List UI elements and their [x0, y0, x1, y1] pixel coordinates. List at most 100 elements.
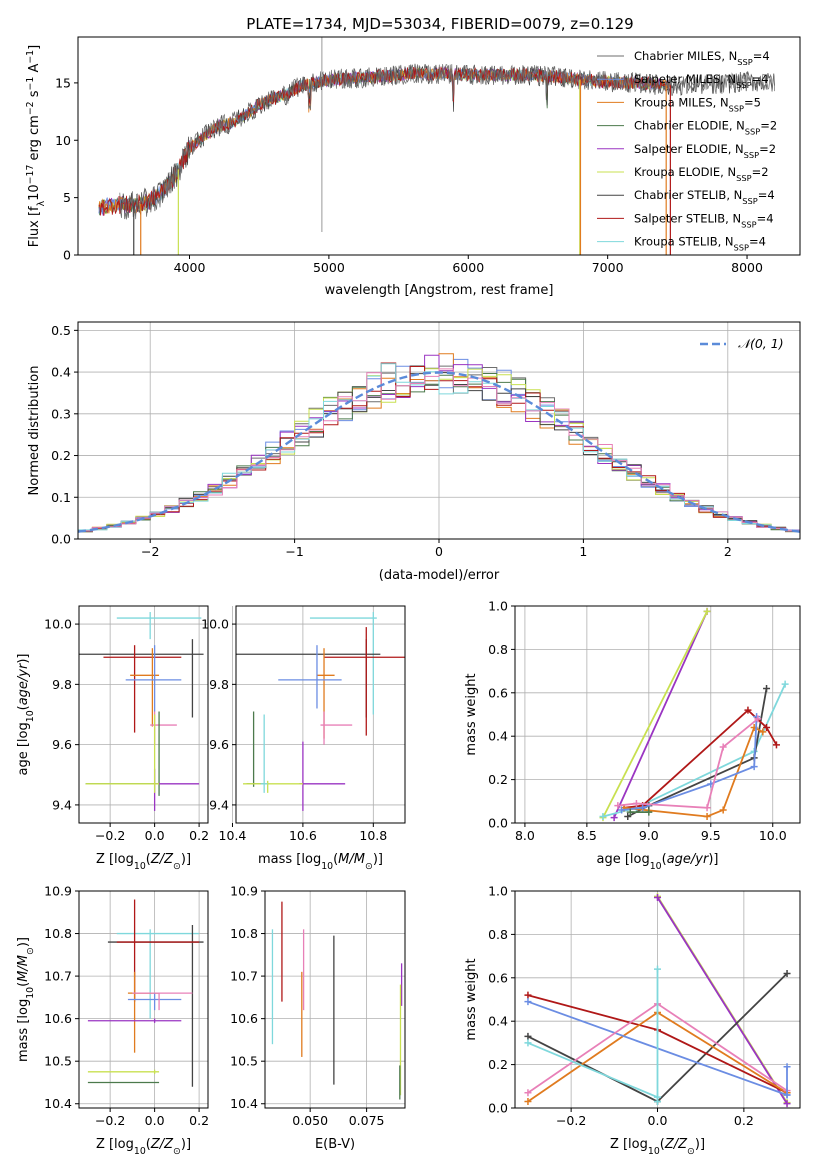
x-tick-label: 7000 — [592, 260, 624, 275]
weight-line — [602, 683, 786, 818]
label-part: Chabrier STELIB, N — [634, 188, 742, 202]
label-part: 10 — [25, 987, 36, 999]
histogram-step — [78, 363, 800, 534]
label-part: Kroupa ELODIE, N — [634, 165, 736, 179]
label-part: SSP — [737, 57, 752, 67]
label-part: =2 — [760, 119, 777, 133]
label-part: Z/Z — [664, 1137, 688, 1152]
spectrum-series — [98, 66, 671, 216]
x-tick-label: 8.0 — [515, 828, 535, 843]
weight-line — [656, 897, 788, 1105]
label-part: ( — [16, 705, 31, 710]
spectrum-series — [98, 67, 671, 215]
plus-marker — [624, 812, 632, 820]
label-part: λ — [36, 200, 47, 206]
legend-label: Chabrier ELODIE, NSSP=2 — [634, 119, 777, 137]
x-tick-label: 10.6 — [289, 828, 317, 843]
y-axis-label: age [log10(age/yr)] — [16, 653, 36, 775]
mass_vs_Z-panel: −0.2 0.0 0.2 10.4 10.5 10.6 10.7 10.8 10.9 Z [log… — [16, 884, 209, 1157]
y-tick-label: 10.8 — [230, 926, 258, 941]
label-part: ( — [16, 982, 31, 987]
errorbars — [87, 899, 204, 1087]
mass_vs_EBV-panel: 0.050 0.075 10.4 10.5 10.6 10.7 10.8 10.9 E(B-V) — [230, 884, 406, 1152]
x-tick-label: 0.2 — [189, 828, 209, 843]
plus-marker — [632, 799, 640, 807]
label-part: )] — [708, 852, 718, 867]
label-part: Z [log — [96, 1137, 134, 1152]
y-tick-label: 10.6 — [44, 1011, 72, 1026]
x-tick-label: 9.0 — [639, 828, 659, 843]
label-part: 10 — [25, 710, 36, 722]
x-axis-label: E(B-V) — [315, 1137, 355, 1152]
gaussian-curve — [78, 371, 800, 533]
x-tick-label: 10.8 — [359, 828, 387, 843]
y-tick-label: 1.0 — [488, 599, 508, 614]
y-tick-label: 0.2 — [488, 772, 508, 787]
axes-frame — [514, 605, 801, 824]
plus-marker — [524, 991, 532, 999]
x-tick-label: 5000 — [313, 260, 345, 275]
residuals-panel: −2 −1 0 1 2 0.0 0.1 0.2 0.3 0.4 0.5 (data-model)/er… — [27, 321, 801, 583]
plus-marker — [599, 812, 607, 820]
label-part: =2 — [752, 165, 769, 179]
y-axis-label: Normed distribution — [27, 366, 42, 496]
y-axis-label: Flux [fλ10−17 erg cm−2 s−1 A−1] — [25, 45, 47, 247]
x-tick-label: −0.2 — [556, 1113, 586, 1128]
label-part: Salpeter STELIB, N — [634, 211, 741, 225]
plus-marker — [750, 763, 758, 771]
plus-marker — [614, 802, 622, 810]
label-part: −1 — [25, 77, 36, 91]
label-part: ( — [662, 852, 667, 867]
y-tick-label: 9.6 — [209, 737, 229, 752]
label-part: SSP — [736, 80, 751, 90]
y-tick-label: 0.4 — [488, 1014, 508, 1029]
label-part: age [log — [16, 722, 31, 775]
y-tick-label: 5 — [63, 190, 71, 205]
y-tick-label: 10.9 — [44, 884, 72, 899]
label-part: s — [27, 90, 42, 101]
label-part: M/M — [338, 852, 365, 867]
label-part: )] — [16, 653, 31, 663]
y-tick-label: 0.6 — [488, 685, 508, 700]
plus-marker — [754, 715, 762, 723]
y-tick-label: 0.5 — [51, 323, 71, 338]
y-axis-label: mass weight — [464, 958, 479, 1040]
legend-label: Chabrier STELIB, NSSP=4 — [634, 188, 775, 206]
label-part: A — [27, 64, 42, 77]
y-tick-label: 9.4 — [209, 797, 229, 812]
label-part: Flux [f — [27, 206, 42, 247]
label-part: 10 — [134, 1146, 146, 1157]
y-tick-label: 0.8 — [488, 927, 508, 942]
x-tick-label: 0.2 — [734, 1113, 754, 1128]
plus-marker — [719, 806, 727, 814]
weight-line — [627, 688, 768, 818]
x-tick-label: 0.050 — [292, 1113, 328, 1128]
y-tick-label: 0.2 — [51, 448, 71, 463]
label-part: SSP — [736, 173, 751, 183]
x-tick-label: −1 — [285, 544, 303, 559]
label-part: age/yr — [667, 852, 710, 867]
spectrum-series — [98, 67, 671, 215]
label-part: Chabrier ELODIE, N — [634, 119, 745, 133]
x-tick-label: 10.0 — [759, 828, 787, 843]
x-tick-label: 0 — [435, 544, 443, 559]
weight_vs_age-panel: 8.0 8.5 9.0 9.5 10.0 0.0 0.2 0.4 0.6 0.8 1.0 age [l… — [464, 599, 801, 872]
weight-line — [527, 1042, 658, 1099]
label-part: =4 — [752, 72, 769, 86]
y-tick-label: 9.8 — [52, 677, 72, 692]
label-part: −1 — [25, 50, 36, 64]
label-part: age/yr — [16, 662, 31, 705]
plus-marker — [759, 728, 767, 736]
label-part: =4 — [757, 211, 774, 225]
x-tick-label: −0.2 — [95, 1113, 125, 1128]
plus-marker — [626, 808, 634, 816]
y-tick-label: 0.2 — [488, 1057, 508, 1072]
weight_vs_Z-panel: −0.2 0.0 0.2 0.0 0.2 0.4 0.6 0.8 1.0 Z [log10(Z/Z… — [464, 884, 801, 1157]
label-part: SSP — [745, 127, 760, 137]
label-part: Z [log — [610, 1137, 648, 1152]
spectrum-panel: 4000 5000 6000 7000 8000 0 5 10 15 wavelength [An… — [25, 36, 801, 298]
y-tick-label: 10.6 — [230, 1011, 258, 1026]
y-tick-label: 0.0 — [488, 1101, 508, 1116]
label-part: ⊙ — [25, 947, 36, 955]
label-part: 10 — [27, 184, 42, 201]
